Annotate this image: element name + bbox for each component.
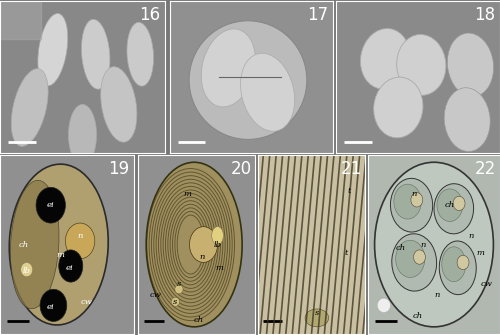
Ellipse shape (448, 33, 494, 97)
Text: 16: 16 (139, 6, 160, 23)
Ellipse shape (10, 164, 108, 325)
Ellipse shape (374, 77, 423, 138)
Text: lb: lb (22, 267, 30, 275)
Text: ei: ei (66, 264, 73, 272)
Text: lb: lb (214, 241, 222, 249)
Text: ch: ch (396, 244, 406, 252)
Text: 17: 17 (307, 6, 328, 23)
Text: ei: ei (47, 201, 54, 209)
Text: 19: 19 (108, 160, 130, 179)
Ellipse shape (392, 234, 436, 291)
Ellipse shape (396, 35, 446, 95)
Ellipse shape (305, 309, 328, 327)
Text: cw: cw (481, 280, 492, 288)
Ellipse shape (189, 21, 307, 139)
Text: s: s (177, 280, 181, 288)
Ellipse shape (434, 184, 474, 234)
Text: t: t (348, 187, 350, 195)
Ellipse shape (440, 241, 476, 294)
Ellipse shape (66, 223, 95, 259)
Ellipse shape (36, 187, 66, 223)
Text: 21: 21 (340, 160, 362, 179)
Ellipse shape (437, 189, 462, 221)
Ellipse shape (414, 250, 426, 264)
Text: t: t (344, 250, 348, 258)
Ellipse shape (12, 69, 48, 146)
Text: n: n (468, 231, 473, 240)
Ellipse shape (146, 162, 242, 327)
Ellipse shape (442, 247, 466, 282)
Text: ch: ch (413, 312, 423, 320)
Ellipse shape (68, 105, 96, 165)
Ellipse shape (444, 88, 490, 151)
Text: m: m (183, 191, 191, 198)
Text: ch: ch (19, 241, 29, 249)
Ellipse shape (190, 227, 218, 262)
Text: 18: 18 (474, 6, 495, 23)
Text: ch: ch (194, 316, 204, 324)
Ellipse shape (396, 240, 425, 277)
Text: m: m (216, 264, 224, 272)
Text: n: n (78, 231, 83, 240)
Text: cw: cw (150, 291, 162, 298)
Ellipse shape (453, 196, 465, 211)
Ellipse shape (175, 285, 183, 294)
Text: 22: 22 (475, 160, 496, 179)
Text: n: n (200, 253, 205, 261)
Text: cw: cw (81, 298, 92, 306)
Ellipse shape (82, 19, 110, 89)
Ellipse shape (411, 193, 423, 207)
Ellipse shape (377, 298, 390, 313)
Text: m: m (476, 250, 484, 258)
Ellipse shape (58, 250, 83, 282)
Ellipse shape (38, 13, 68, 86)
Ellipse shape (100, 67, 137, 142)
Text: ei: ei (47, 303, 54, 311)
Ellipse shape (212, 227, 224, 245)
Ellipse shape (374, 162, 494, 327)
Text: ch: ch (445, 201, 455, 209)
Ellipse shape (127, 22, 154, 86)
Ellipse shape (10, 180, 59, 309)
Text: s: s (174, 298, 178, 306)
Ellipse shape (457, 255, 469, 270)
Ellipse shape (394, 184, 421, 219)
Text: n: n (412, 191, 417, 198)
Ellipse shape (40, 289, 67, 322)
Ellipse shape (390, 178, 432, 232)
Ellipse shape (240, 53, 294, 131)
Ellipse shape (202, 29, 256, 107)
Text: 20: 20 (230, 160, 252, 179)
Text: m: m (56, 251, 64, 259)
Ellipse shape (172, 297, 179, 306)
Ellipse shape (360, 28, 410, 89)
Text: n: n (421, 241, 426, 249)
Text: s: s (314, 309, 319, 317)
Text: n: n (434, 291, 440, 298)
Ellipse shape (20, 262, 32, 277)
